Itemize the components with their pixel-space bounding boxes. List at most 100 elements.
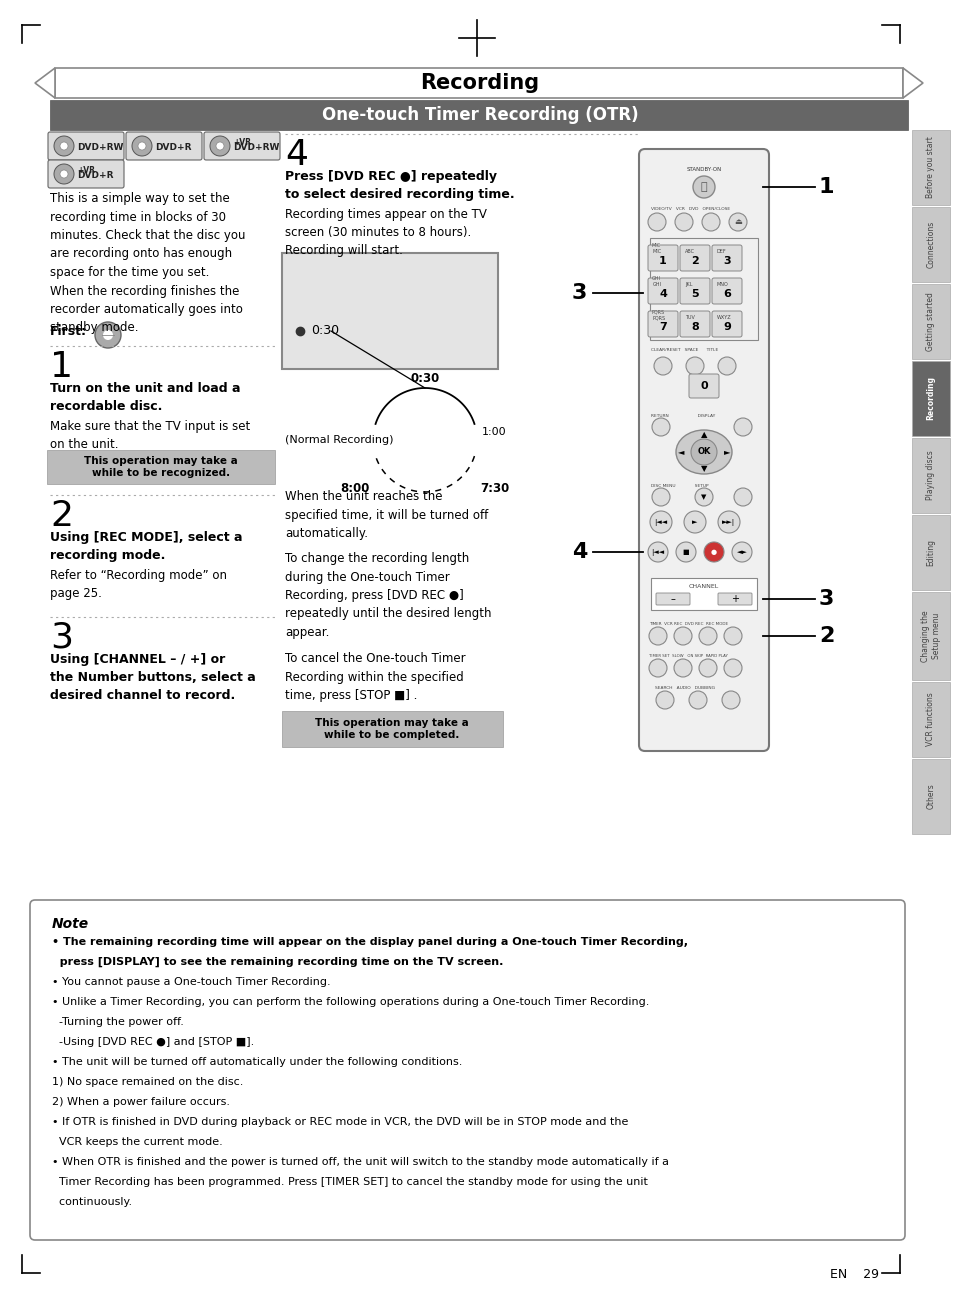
Text: –: – — [670, 594, 675, 604]
Text: VCR keeps the current mode.: VCR keeps the current mode. — [52, 1137, 222, 1147]
Text: 9: 9 — [722, 322, 730, 332]
FancyBboxPatch shape — [656, 593, 689, 605]
Text: 4: 4 — [285, 138, 308, 173]
Text: • The remaining recording time will appear on the display panel during a One-tou: • The remaining recording time will appe… — [52, 937, 687, 948]
Text: -Turning the power off.: -Turning the power off. — [52, 1018, 184, 1027]
Circle shape — [656, 691, 673, 709]
Text: PQRS: PQRS — [652, 315, 665, 321]
Text: 4: 4 — [659, 289, 666, 299]
Text: Recording: Recording — [420, 73, 539, 93]
Circle shape — [733, 418, 751, 436]
Text: ►: ► — [723, 448, 729, 457]
Text: • The unit will be turned off automatically under the following conditions.: • The unit will be turned off automatica… — [52, 1057, 462, 1067]
Text: To change the recording length
during the One-touch Timer
Recording, press [DVD : To change the recording length during th… — [285, 552, 491, 639]
FancyBboxPatch shape — [679, 245, 709, 271]
Text: TIMER  VCR REC  DVD REC  REC MODE: TIMER VCR REC DVD REC REC MODE — [648, 622, 727, 626]
Polygon shape — [35, 67, 55, 99]
FancyBboxPatch shape — [647, 278, 678, 304]
Circle shape — [132, 136, 152, 156]
FancyBboxPatch shape — [911, 206, 949, 282]
Circle shape — [733, 488, 751, 506]
Text: +: + — [730, 594, 739, 604]
FancyBboxPatch shape — [282, 711, 502, 748]
Text: 1: 1 — [818, 177, 834, 197]
Circle shape — [699, 627, 717, 645]
Text: 4: 4 — [571, 543, 586, 562]
Text: Recording times appear on the TV
screen (30 minutes to 8 hours).
Recording will : Recording times appear on the TV screen … — [285, 208, 486, 257]
Text: 8:00: 8:00 — [340, 482, 370, 495]
FancyBboxPatch shape — [639, 149, 768, 752]
Circle shape — [651, 488, 669, 506]
Text: 1: 1 — [659, 256, 666, 266]
Circle shape — [138, 141, 146, 151]
Text: This is a simple way to set the
recording time in blocks of 30
minutes. Check th: This is a simple way to set the recordin… — [50, 192, 245, 335]
Circle shape — [731, 543, 751, 562]
Text: DVD+R: DVD+R — [77, 170, 113, 179]
Circle shape — [654, 357, 671, 375]
Text: 0: 0 — [700, 382, 707, 391]
Text: 6: 6 — [722, 289, 730, 299]
Text: DISC MENU              SETUP: DISC MENU SETUP — [650, 484, 708, 488]
Circle shape — [728, 213, 746, 231]
Text: SEARCH   AUDIO   DUBBING: SEARCH AUDIO DUBBING — [655, 687, 714, 691]
Text: 3: 3 — [722, 256, 730, 266]
Circle shape — [210, 136, 230, 156]
Text: ■: ■ — [682, 549, 689, 556]
Text: This operation may take a
while to be recognized.: This operation may take a while to be re… — [84, 456, 237, 478]
Circle shape — [675, 213, 692, 231]
Text: ⏻: ⏻ — [700, 182, 706, 192]
Text: CHANNEL: CHANNEL — [688, 584, 719, 589]
Text: ▲: ▲ — [700, 431, 706, 440]
Circle shape — [60, 141, 68, 151]
Text: Connections: Connections — [925, 221, 935, 269]
Text: • If OTR is finished in DVD during playback or REC mode in VCR, the DVD will be : • If OTR is finished in DVD during playb… — [52, 1118, 628, 1127]
Text: +VR: +VR — [233, 138, 251, 147]
Text: Using [CHANNEL – / +] or
the Number buttons, select a
desired channel to record.: Using [CHANNEL – / +] or the Number butt… — [50, 653, 255, 702]
Text: VCR functions: VCR functions — [925, 693, 935, 746]
Circle shape — [718, 357, 735, 375]
Text: 2: 2 — [50, 498, 73, 533]
Text: • You cannot pause a One-touch Timer Recording.: • You cannot pause a One-touch Timer Rec… — [52, 977, 331, 986]
FancyBboxPatch shape — [911, 759, 949, 835]
Text: ▼: ▼ — [700, 495, 706, 500]
FancyBboxPatch shape — [911, 681, 949, 757]
Circle shape — [673, 659, 691, 678]
Text: DVD+R: DVD+R — [154, 143, 192, 152]
FancyBboxPatch shape — [647, 312, 678, 337]
Text: JKL: JKL — [684, 282, 692, 287]
Circle shape — [683, 511, 705, 533]
FancyBboxPatch shape — [48, 132, 124, 160]
Text: Recording: Recording — [925, 376, 935, 421]
Text: Before you start: Before you start — [925, 136, 935, 199]
Text: ◄►: ◄► — [736, 549, 746, 556]
Text: 3: 3 — [50, 620, 73, 655]
Circle shape — [721, 691, 740, 709]
Text: RETURN                     DISPLAY: RETURN DISPLAY — [650, 414, 715, 418]
Circle shape — [692, 177, 714, 199]
Text: 0:30: 0:30 — [410, 373, 439, 386]
Circle shape — [676, 543, 696, 562]
FancyBboxPatch shape — [911, 592, 949, 680]
FancyBboxPatch shape — [911, 284, 949, 360]
Circle shape — [685, 357, 703, 375]
Text: ►: ► — [692, 519, 697, 524]
Text: -Using [DVD REC ●] and [STOP ■].: -Using [DVD REC ●] and [STOP ■]. — [52, 1037, 254, 1047]
FancyBboxPatch shape — [911, 515, 949, 591]
Text: 2) When a power failure occurs.: 2) When a power failure occurs. — [52, 1097, 230, 1107]
Text: One-touch Timer Recording (OTR): One-touch Timer Recording (OTR) — [321, 106, 638, 125]
Text: 8: 8 — [690, 322, 699, 332]
Circle shape — [673, 627, 691, 645]
Text: 1: 1 — [50, 350, 73, 384]
FancyBboxPatch shape — [282, 253, 497, 369]
FancyBboxPatch shape — [688, 374, 719, 398]
Text: To cancel the One-touch Timer
Recording within the specified
time, press [STOP ■: To cancel the One-touch Timer Recording … — [285, 652, 465, 702]
FancyBboxPatch shape — [30, 900, 904, 1240]
Circle shape — [54, 136, 74, 156]
Text: Press [DVD REC ●] repeatedly
to select desired recording time.: Press [DVD REC ●] repeatedly to select d… — [285, 170, 514, 201]
Text: 1) No space remained on the disc.: 1) No space remained on the disc. — [52, 1077, 243, 1086]
Text: 3: 3 — [571, 283, 586, 302]
Text: 1:00: 1:00 — [481, 427, 506, 437]
FancyBboxPatch shape — [911, 130, 949, 205]
Text: STANDBY·ON: STANDBY·ON — [685, 167, 720, 173]
FancyBboxPatch shape — [48, 160, 124, 188]
